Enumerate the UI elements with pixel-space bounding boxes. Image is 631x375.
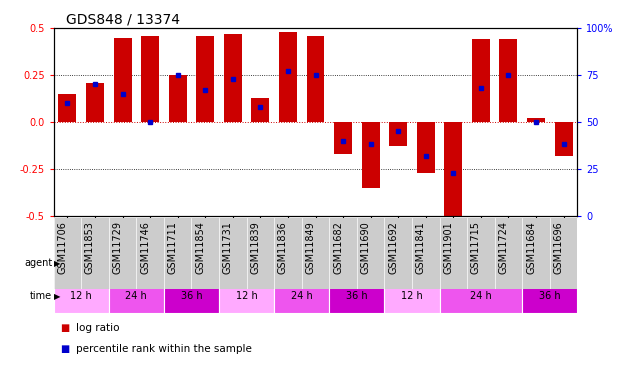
Bar xyxy=(522,279,577,313)
Bar xyxy=(168,75,187,122)
Text: GSM11854: GSM11854 xyxy=(195,221,205,274)
Bar xyxy=(224,34,242,122)
Text: time: time xyxy=(30,291,52,301)
Bar xyxy=(555,122,572,156)
Bar xyxy=(472,39,490,122)
Text: GSM11729: GSM11729 xyxy=(112,221,122,274)
Text: GSM11692: GSM11692 xyxy=(388,221,398,274)
Text: 24 h: 24 h xyxy=(126,291,147,301)
Text: GSM11690: GSM11690 xyxy=(361,221,370,274)
Text: GSM11682: GSM11682 xyxy=(333,221,343,274)
Bar xyxy=(86,82,104,122)
Text: GSM11841: GSM11841 xyxy=(416,221,426,274)
Bar xyxy=(444,122,463,216)
Bar xyxy=(59,94,76,122)
Bar xyxy=(307,36,324,122)
Bar xyxy=(279,32,297,122)
Text: 12 h: 12 h xyxy=(70,291,92,301)
Text: GSM11715: GSM11715 xyxy=(471,221,481,274)
Text: ▶: ▶ xyxy=(54,292,61,301)
Bar xyxy=(54,279,109,313)
Text: 12 h: 12 h xyxy=(236,291,257,301)
Text: ■: ■ xyxy=(60,344,69,354)
Text: GSM11746: GSM11746 xyxy=(140,221,150,274)
Bar xyxy=(54,248,219,279)
Text: GSM11839: GSM11839 xyxy=(251,221,261,274)
Text: 36 h: 36 h xyxy=(180,291,203,301)
Text: GSM11684: GSM11684 xyxy=(526,221,536,274)
Bar xyxy=(114,38,131,122)
Bar xyxy=(384,248,577,279)
Bar xyxy=(389,122,407,146)
Text: 24 h: 24 h xyxy=(470,291,492,301)
Bar xyxy=(196,36,214,122)
Text: ▶: ▶ xyxy=(54,259,61,268)
Bar xyxy=(417,122,435,172)
Text: GSM11901: GSM11901 xyxy=(444,221,453,274)
Bar xyxy=(164,279,219,313)
Bar xyxy=(440,279,522,313)
Text: GSM11836: GSM11836 xyxy=(278,221,288,274)
Text: percentile rank within the sample: percentile rank within the sample xyxy=(76,344,252,354)
Bar xyxy=(384,279,440,313)
Bar xyxy=(334,122,352,154)
Bar xyxy=(362,122,380,188)
Bar xyxy=(329,279,384,313)
Text: GDS848 / 13374: GDS848 / 13374 xyxy=(66,12,180,26)
Text: 3.0 mM 5-fluorouracil: 3.0 mM 5-fluorouracil xyxy=(428,258,533,268)
Text: GSM11706: GSM11706 xyxy=(57,221,68,274)
Bar xyxy=(109,279,164,313)
Bar xyxy=(500,39,517,122)
Bar xyxy=(141,36,159,122)
Text: 36 h: 36 h xyxy=(346,291,368,301)
Text: GSM11853: GSM11853 xyxy=(85,221,95,274)
Text: GSM11711: GSM11711 xyxy=(168,221,178,274)
Bar xyxy=(274,279,329,313)
Text: agent: agent xyxy=(24,258,52,268)
Text: ■: ■ xyxy=(60,323,69,333)
Text: 0.4 uM doxorubicin: 0.4 uM doxorubicin xyxy=(255,258,348,268)
Text: GSM11724: GSM11724 xyxy=(498,221,509,274)
Text: GSM11849: GSM11849 xyxy=(305,221,316,274)
Bar xyxy=(219,279,274,313)
Text: GSM11731: GSM11731 xyxy=(223,221,233,274)
Text: GSM11696: GSM11696 xyxy=(553,221,563,274)
Text: untreated: untreated xyxy=(112,258,160,268)
Bar xyxy=(219,248,384,279)
Text: 12 h: 12 h xyxy=(401,291,423,301)
Bar xyxy=(527,118,545,122)
Text: 36 h: 36 h xyxy=(539,291,560,301)
Bar xyxy=(251,98,269,122)
Text: log ratio: log ratio xyxy=(76,323,119,333)
Text: 24 h: 24 h xyxy=(291,291,312,301)
